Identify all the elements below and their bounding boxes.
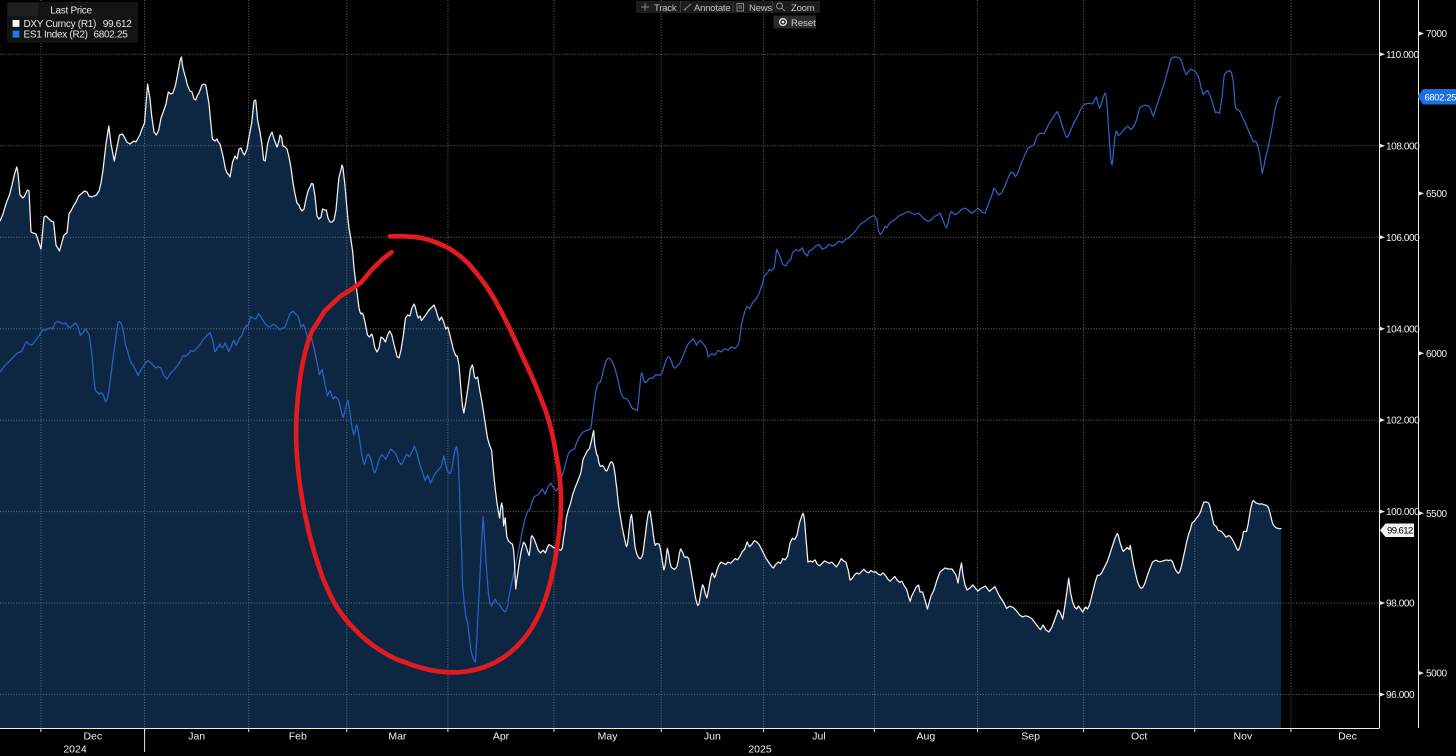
svg-text:108.000: 108.000	[1386, 141, 1420, 152]
svg-text:ES1 Index (R2): ES1 Index (R2)	[24, 30, 88, 41]
svg-text:Dec: Dec	[1338, 731, 1357, 743]
svg-text:106.000: 106.000	[1386, 233, 1420, 244]
svg-text:News: News	[749, 3, 772, 14]
svg-text:6000: 6000	[1426, 349, 1447, 360]
svg-text:96.000: 96.000	[1386, 690, 1415, 701]
svg-text:Reset: Reset	[791, 18, 816, 29]
svg-text:7000: 7000	[1426, 29, 1447, 40]
svg-text:Jul: Jul	[812, 731, 825, 743]
svg-text:99.612: 99.612	[1387, 526, 1413, 537]
svg-text:110.000: 110.000	[1386, 50, 1419, 61]
svg-text:DXY Curncy (R1): DXY Curncy (R1)	[24, 19, 97, 30]
svg-text:100.000: 100.000	[1386, 507, 1420, 518]
svg-text:Dec: Dec	[83, 731, 102, 743]
svg-text:Jan: Jan	[188, 731, 205, 743]
svg-text:6802.25: 6802.25	[1425, 92, 1456, 103]
svg-text:Annotate: Annotate	[694, 3, 730, 14]
svg-text:Zoom: Zoom	[791, 3, 815, 14]
svg-text:98.000: 98.000	[1386, 599, 1415, 610]
svg-text:99.612: 99.612	[103, 19, 133, 30]
svg-text:104.000: 104.000	[1386, 324, 1420, 335]
svg-text:Jun: Jun	[704, 731, 721, 743]
svg-text:6500: 6500	[1426, 189, 1447, 200]
svg-text:Last Price: Last Price	[50, 6, 92, 17]
svg-text:Oct: Oct	[1131, 731, 1147, 743]
svg-text:2025: 2025	[748, 744, 772, 756]
svg-text:2024: 2024	[63, 744, 87, 756]
svg-text:102.000: 102.000	[1386, 416, 1420, 427]
svg-text:5500: 5500	[1426, 509, 1447, 520]
svg-text:5000: 5000	[1426, 669, 1447, 680]
svg-text:6802.25: 6802.25	[93, 30, 128, 41]
svg-text:Track: Track	[654, 3, 677, 14]
svg-text:Mar: Mar	[388, 731, 407, 743]
svg-text:Sep: Sep	[1021, 731, 1040, 743]
svg-text:Nov: Nov	[1234, 731, 1253, 743]
svg-text:Apr: Apr	[493, 731, 510, 743]
svg-text:May: May	[598, 731, 619, 743]
svg-text:Feb: Feb	[289, 731, 307, 743]
svg-text:Aug: Aug	[917, 731, 936, 743]
